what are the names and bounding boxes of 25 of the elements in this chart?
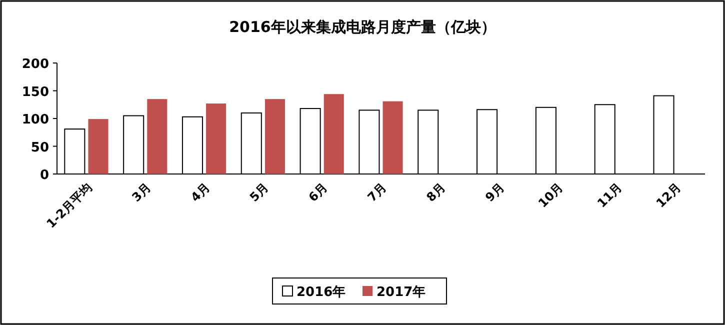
bar — [324, 94, 344, 174]
y-tick-label: 150 — [22, 84, 49, 100]
x-tick-label: 8月 — [424, 180, 448, 205]
x-tick-label: 5月 — [247, 180, 272, 205]
bar — [264, 99, 285, 174]
bar — [382, 101, 403, 174]
y-tick-label: 200 — [22, 57, 49, 72]
x-tick-label: 12月 — [653, 180, 684, 210]
x-tick-label: 1-2月平均 — [44, 180, 95, 231]
x-tick-label: 3月 — [129, 180, 154, 205]
legend-label: 2017年 — [376, 285, 426, 300]
x-tick-label: 9月 — [482, 180, 507, 205]
x-tick-label: 7月 — [364, 180, 390, 205]
bar — [206, 104, 226, 174]
y-tick-label: 100 — [22, 112, 49, 128]
x-tick-label: 6月 — [306, 180, 330, 205]
x-tick-label: 4月 — [188, 180, 212, 205]
chart-title: 2016年以来集成电路月度产量（亿块） — [229, 18, 496, 36]
y-tick-label: 50 — [30, 140, 49, 156]
x-tick-label: 11月 — [594, 180, 625, 210]
x-tick-label: 10月 — [536, 180, 566, 210]
y-tick-label: 0 — [40, 168, 49, 183]
bar — [88, 119, 108, 174]
bar — [147, 99, 168, 174]
legend-label: 2016年 — [296, 285, 346, 300]
